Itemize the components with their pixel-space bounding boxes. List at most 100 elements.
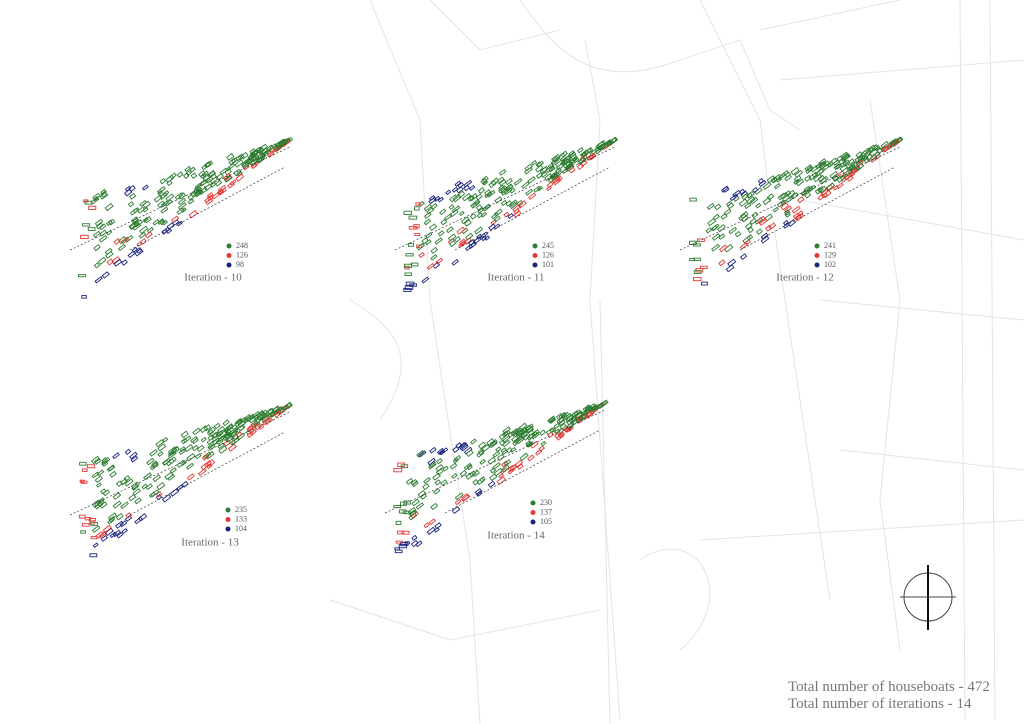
houseboat — [548, 165, 556, 173]
houseboat — [768, 222, 777, 230]
houseboat — [498, 473, 505, 479]
houseboat — [747, 226, 754, 234]
houseboat — [463, 219, 472, 227]
houseboat — [149, 462, 159, 471]
houseboat — [240, 151, 249, 160]
houseboat — [561, 167, 569, 174]
houseboat — [77, 274, 87, 278]
legend-dot — [530, 500, 536, 506]
houseboat — [714, 203, 722, 211]
houseboat — [118, 235, 127, 245]
houseboat — [246, 431, 254, 438]
houseboat — [522, 434, 530, 441]
houseboat — [124, 234, 134, 243]
houseboat — [415, 502, 425, 510]
houseboat — [250, 162, 258, 170]
houseboat — [437, 196, 444, 203]
houseboat — [728, 226, 737, 235]
houseboat — [88, 518, 97, 522]
houseboat — [491, 212, 499, 220]
houseboat — [489, 473, 498, 482]
houseboat — [201, 453, 210, 461]
houseboat — [252, 147, 262, 156]
houseboat — [738, 198, 748, 207]
houseboat — [115, 480, 123, 488]
houseboat — [234, 159, 244, 168]
houseboat — [876, 147, 884, 155]
houseboat — [513, 178, 523, 186]
houseboat — [472, 478, 479, 486]
legend-dot — [532, 243, 538, 249]
houseboat — [112, 452, 120, 460]
houseboat — [494, 196, 503, 204]
houseboat — [196, 444, 205, 453]
houseboat — [580, 149, 589, 157]
houseboat — [401, 530, 410, 535]
houseboat — [495, 446, 502, 453]
iteration-title: Iteration - 10 — [184, 272, 242, 284]
houseboat — [506, 184, 514, 191]
houseboat — [780, 202, 790, 211]
houseboat — [93, 244, 101, 252]
houseboat — [199, 425, 209, 434]
houseboat — [484, 189, 492, 197]
houseboat — [233, 168, 242, 177]
houseboat — [404, 541, 410, 545]
houseboat — [867, 147, 874, 154]
houseboat — [403, 210, 412, 215]
houseboat — [437, 230, 445, 237]
houseboat — [428, 196, 437, 205]
houseboat — [423, 522, 430, 529]
houseboat — [535, 164, 544, 173]
houseboat — [873, 144, 881, 152]
houseboat — [717, 224, 726, 233]
houseboat — [535, 172, 543, 179]
houseboat — [844, 174, 851, 181]
houseboat — [460, 216, 470, 225]
houseboat — [213, 422, 221, 430]
houseboat — [454, 180, 462, 187]
houseboat — [453, 454, 462, 462]
houseboat — [127, 250, 136, 259]
houseboat — [791, 192, 799, 200]
houseboat-count: 245 — [542, 241, 554, 250]
houseboat — [156, 481, 166, 491]
houseboat — [544, 173, 554, 182]
houseboat — [470, 201, 478, 209]
houseboat — [186, 452, 196, 462]
houseboat — [80, 234, 89, 240]
houseboat — [92, 230, 101, 238]
houseboat — [416, 449, 425, 458]
houseboat — [144, 231, 153, 239]
houseboat — [553, 428, 561, 435]
houseboat — [211, 437, 221, 446]
houseboat — [423, 211, 432, 219]
houseboat — [782, 219, 789, 226]
houseboat — [105, 219, 113, 226]
houseboat — [434, 237, 443, 245]
houseboat — [766, 175, 776, 184]
houseboat — [132, 207, 140, 214]
houseboat — [725, 264, 735, 273]
houseboat — [427, 462, 437, 470]
houseboat — [120, 478, 128, 486]
houseboat — [567, 151, 577, 160]
houseboat — [505, 178, 513, 186]
houseboat — [565, 160, 573, 168]
houseboat — [758, 179, 767, 188]
houseboat — [718, 233, 726, 240]
houseboat — [516, 200, 524, 207]
houseboat — [227, 181, 235, 189]
houseboat — [531, 159, 538, 166]
houseboat — [237, 423, 246, 432]
houseboat — [468, 195, 476, 202]
houseboat — [142, 206, 149, 213]
houseboat — [525, 440, 532, 447]
houseboat — [236, 431, 243, 438]
houseboat — [205, 175, 214, 184]
houseboat — [557, 152, 566, 161]
houseboat — [104, 202, 114, 212]
houseboat-count: 235 — [235, 505, 247, 514]
houseboat — [720, 213, 728, 220]
houseboat — [500, 447, 507, 454]
